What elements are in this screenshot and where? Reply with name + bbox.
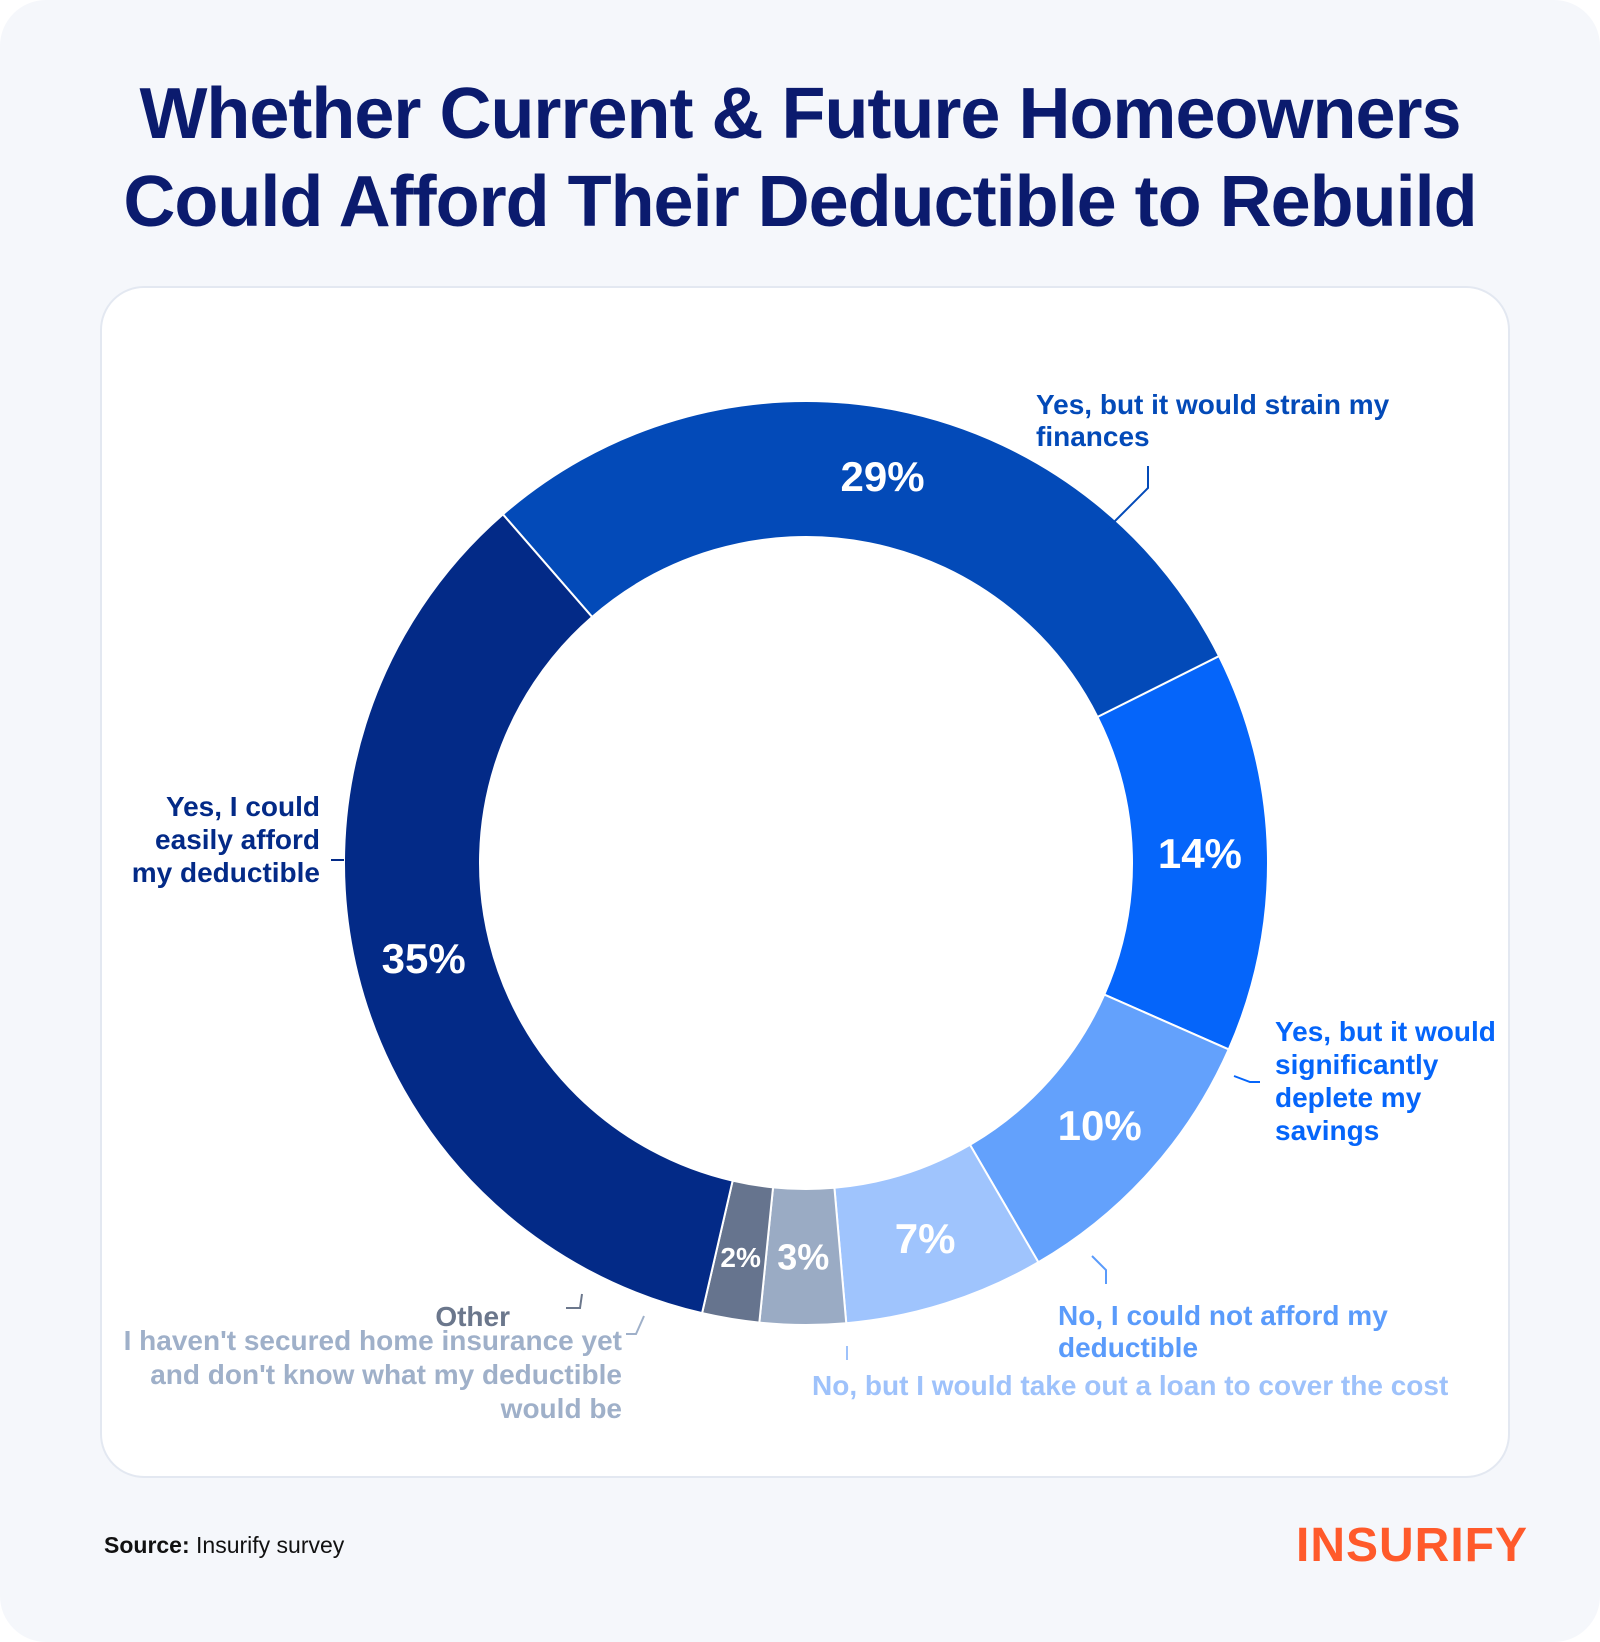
leader-line-other: [566, 1293, 583, 1309]
source-text: Insurify survey: [196, 1532, 345, 1558]
leader-line-not_secured: [626, 1315, 645, 1335]
leader-line-cannot: [1091, 1255, 1107, 1284]
category-label-line: Yes, but it would strain my: [1036, 389, 1390, 420]
value-label-strain: 29%: [840, 453, 924, 500]
category-label-line: and don't know what my deductible: [150, 1359, 622, 1390]
category-label-line: No, I could not afford my: [1058, 1300, 1388, 1331]
category-label-line: savings: [1275, 1115, 1379, 1146]
value-label-easily: 35%: [382, 935, 466, 982]
category-label-line: finances: [1036, 421, 1150, 452]
title-line-1: Whether Current & Future Homeowners: [139, 74, 1461, 154]
category-labels: Yes, but it would strain my financesYes, …: [124, 389, 1496, 1424]
category-label-easily: Yes, I could easily afford my deductible: [132, 791, 320, 888]
category-label-line: Yes, I could: [166, 791, 320, 822]
category-label-line: my deductible: [132, 857, 320, 888]
category-label-line: Other: [435, 1301, 510, 1332]
insurify-logo: INSURIFY: [1296, 1519, 1529, 1572]
category-label-line: significantly: [1275, 1049, 1439, 1080]
category-label-line: I haven't secured home insurance yet: [124, 1325, 622, 1356]
category-label-strain: Yes, but it would strain my finances: [1036, 389, 1390, 452]
leader-line-deplete: [1233, 1075, 1260, 1083]
slice-strain: [501, 400, 1221, 719]
value-label-not_secured: 3%: [777, 1236, 829, 1277]
value-label-loan: 7%: [895, 1215, 956, 1262]
category-label-loan: No, but I would take out a loan to cover…: [812, 1370, 1448, 1401]
category-label-cannot: No, I could not afford my deductible: [1058, 1300, 1388, 1363]
leader-line-strain: [1105, 466, 1149, 531]
source-label: Source:: [104, 1532, 190, 1558]
category-label-line: easily afford: [155, 824, 320, 855]
source-note: Source: Insurify survey: [104, 1532, 344, 1559]
title-line-2: Could Afford Their Deductible to Rebuild: [123, 162, 1477, 242]
category-label-other: Other: [435, 1301, 510, 1332]
category-label-not_secured: I haven't secured home insurance yet and …: [124, 1325, 622, 1424]
category-label-line: deplete my: [1275, 1082, 1422, 1113]
slice-easily: [343, 512, 734, 1315]
value-label-deplete: 14%: [1158, 830, 1242, 877]
category-label-line: Yes, but it would: [1275, 1016, 1496, 1047]
value-labels: 29% 14% 10% 7% 3% 2% 35%: [382, 453, 1242, 1277]
category-label-line: No, but I would take out a loan to cover…: [812, 1370, 1448, 1401]
category-label-line: would be: [500, 1393, 622, 1424]
page-title: Whether Current & Future Homeowners Coul…: [0, 70, 1600, 246]
category-label-deplete: Yes, but it would significantly deplete my…: [1275, 1016, 1496, 1146]
value-label-other: 2%: [720, 1242, 761, 1273]
donut-slices: [343, 400, 1269, 1326]
value-label-cannot: 10%: [1058, 1102, 1142, 1149]
category-label-line: deductible: [1058, 1332, 1198, 1363]
